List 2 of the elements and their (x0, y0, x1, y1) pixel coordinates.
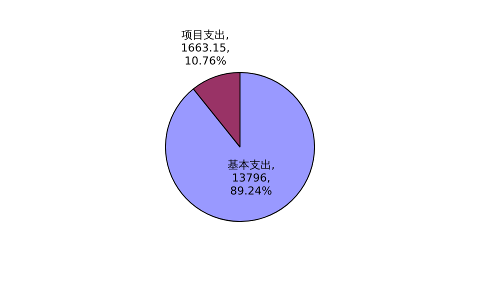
slice-label: 项目支出, 1663.15, 10.76% (180, 28, 230, 68)
slice-label: 基本支出, 13796, 89.24% (227, 158, 275, 198)
